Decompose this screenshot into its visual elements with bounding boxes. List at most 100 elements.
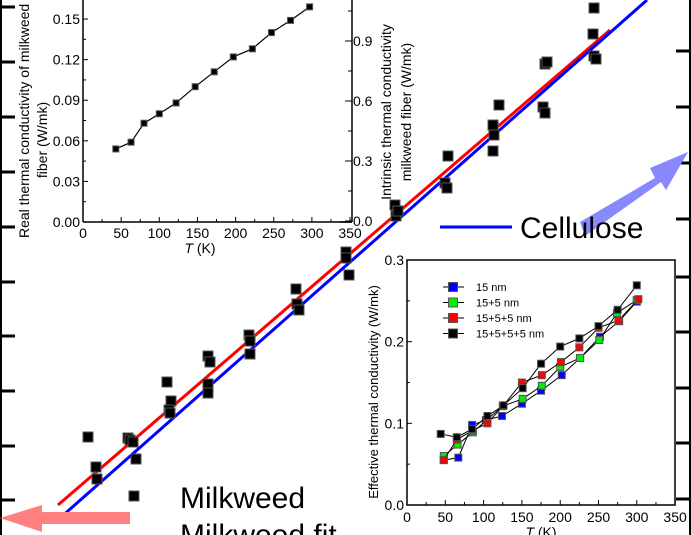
- legend-milkweed-label: Milkweed: [180, 482, 305, 515]
- inset-real-point: [155, 110, 163, 118]
- inset-real-point: [172, 99, 180, 107]
- milkweed-point: [541, 56, 553, 68]
- inset-real-y-tick-label: 0.09: [53, 92, 80, 108]
- milkweed-fit-line: [57, 28, 611, 507]
- inset-real-x-label: T (K): [184, 240, 215, 256]
- legend-marker: [448, 282, 458, 292]
- inset-real-y-tick-label: 0.12: [53, 52, 80, 68]
- cellulose-line: [59, 0, 648, 520]
- series-point: [439, 456, 448, 465]
- x-label-unit: (K): [193, 240, 216, 256]
- inset-real-point: [267, 29, 275, 37]
- inset-effective-x-tick-label: 250: [587, 509, 611, 525]
- inset-effective-y-tick-label: 0.1: [385, 415, 405, 431]
- main-y-tick-label: 0.0: [353, 213, 373, 229]
- series-point: [575, 343, 584, 352]
- inset-effective-x-tick-label: 100: [472, 509, 496, 525]
- milkweed-point: [127, 436, 139, 448]
- inset-real-x-tick-label: 0: [79, 225, 87, 241]
- series-point: [595, 336, 604, 345]
- inset-real-point: [127, 138, 135, 146]
- inset-real-y-tick-label: 0.06: [53, 133, 80, 149]
- series-point: [468, 425, 477, 434]
- inset-real-y-tick-label: 0.00: [53, 214, 80, 230]
- milkweed-point: [493, 99, 505, 111]
- inset-effective-x-tick-label: 350: [663, 509, 687, 525]
- series-point: [483, 419, 492, 428]
- series-point: [518, 394, 527, 403]
- milkweed-point: [392, 205, 404, 217]
- legend-milkweed-fit-label: Milkweed fit: [180, 519, 337, 535]
- milkweed-point: [343, 269, 355, 281]
- series-point: [454, 453, 463, 462]
- series-point: [614, 316, 623, 325]
- inset-real-y-label: fiber (W/mk): [34, 102, 50, 178]
- inset-effective-y-tick-label: 0.0: [385, 497, 405, 513]
- main-y-tick-label: 0.6: [353, 93, 373, 109]
- series-point: [576, 353, 585, 362]
- inset-real-point: [306, 3, 314, 11]
- x-label-symbol: T: [525, 524, 535, 535]
- milkweed-point: [161, 376, 173, 388]
- series-point: [632, 281, 641, 290]
- main-y-label: milkweed fiber (W/mk): [398, 43, 414, 181]
- inset-real-line: [115, 6, 310, 150]
- inset-real-point: [287, 16, 295, 24]
- main-y-tick-label: 0.3: [353, 153, 373, 169]
- series-point: [497, 411, 506, 420]
- legend-marker: [448, 313, 458, 323]
- legend-label: 15 nm: [476, 282, 507, 294]
- inset-real-x-tick-label: 100: [148, 225, 172, 241]
- milkweed-point: [164, 407, 176, 419]
- inset-real-point: [140, 119, 148, 127]
- inset-real-point: [191, 83, 199, 91]
- series-point: [518, 384, 527, 393]
- milkweed-point: [488, 129, 500, 141]
- milkweed-point: [587, 28, 599, 40]
- series-point: [537, 381, 546, 390]
- series-point: [613, 305, 622, 314]
- inset-effective-x-tick-label: 150: [510, 509, 534, 525]
- legend-label: 15+5 nm: [476, 298, 519, 310]
- inset-effective-conductivity: 0 50 100 150 200 250 300 350 0.0 0.1 0.2 0.3 T (K) Ef…: [366, 252, 687, 535]
- series-point: [483, 411, 492, 420]
- milkweed-point: [442, 150, 454, 162]
- main-y-tick-label: 0.9: [353, 33, 373, 49]
- series-point: [436, 429, 445, 438]
- legend-label: 15+5+5+5 nm: [476, 329, 544, 341]
- milkweed-point: [90, 461, 102, 473]
- series-point: [634, 295, 643, 304]
- inset-real-y-tick-label: 0.15: [53, 11, 80, 27]
- milkweed-point: [244, 335, 256, 347]
- inset-effective-x-tick-label: 300: [625, 509, 649, 525]
- inset-real-x-tick-label: 200: [224, 225, 248, 241]
- inset-effective-y-tick-label: 0.3: [385, 252, 405, 268]
- inset-real-x-tick-label: 150: [186, 225, 210, 241]
- legend-cellulose-label: Cellulose: [520, 212, 643, 245]
- milkweed-point: [441, 182, 453, 194]
- inset-real-x-tick-label: 50: [113, 225, 129, 241]
- legend-label: 15+5+5 nm: [476, 313, 532, 325]
- milkweed-point: [588, 2, 600, 14]
- inset-effective-x-tick-label: 200: [549, 509, 573, 525]
- milkweed-point: [340, 252, 352, 264]
- legend-marker: [448, 297, 458, 308]
- inset-real-point: [248, 45, 256, 53]
- milkweed-point: [487, 119, 499, 131]
- milkweed-point: [82, 431, 94, 443]
- x-label-symbol: T: [184, 240, 194, 256]
- inset-real-x-tick-label: 300: [300, 225, 324, 241]
- milkweed-point: [539, 107, 551, 119]
- inset-effective-x-tick-label: 50: [438, 509, 454, 525]
- series-point: [557, 371, 566, 380]
- series-point: [594, 322, 603, 331]
- main-y-label: Intrinsic thermal conductivity: [378, 24, 394, 200]
- legend-milkweed-marker: [128, 490, 140, 502]
- inset-effective-x-label: T (K): [525, 524, 556, 535]
- arrow-left-icon: [0, 505, 130, 532]
- x-label-unit: (K): [534, 524, 557, 535]
- inset-effective-x-tick-label: 0: [403, 509, 411, 525]
- series-point: [499, 401, 508, 410]
